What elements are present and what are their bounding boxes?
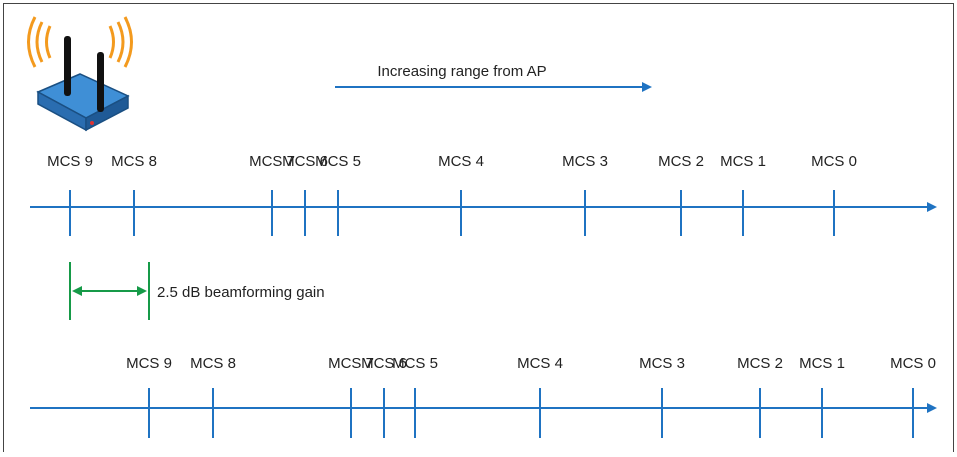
mcs-label: MCS 5: [392, 355, 438, 372]
mcs-label: MCS 6: [282, 153, 328, 170]
mcs-label: MCS 3: [562, 153, 608, 170]
mcs-label: MCS 1: [720, 153, 766, 170]
mcs-label: MCS 6: [361, 355, 407, 372]
range-label: Increasing range from AP: [377, 63, 546, 80]
mcs-label: MCS 3: [639, 355, 685, 372]
gain-label: 2.5 dB beamforming gain: [157, 284, 325, 301]
mcs-label: MCS 2: [658, 153, 704, 170]
mcs-label: MCS 0: [890, 355, 936, 372]
mcs-label: MCS 0: [811, 153, 857, 170]
mcs-label: MCS 7: [328, 355, 374, 372]
mcs-label: MCS 8: [190, 355, 236, 372]
router-icon: [27, 16, 133, 132]
mcs-label: MCS 5: [315, 153, 361, 170]
mcs-label: MCS 7: [249, 153, 295, 170]
mcs-label: MCS 9: [47, 153, 93, 170]
mcs-label: MCS 9: [126, 355, 172, 372]
frame: [3, 3, 954, 457]
mcs-label: MCS 2: [737, 355, 783, 372]
mcs-label: MCS 1: [799, 355, 845, 372]
mcs-label: MCS 8: [111, 153, 157, 170]
mcs-label: MCS 4: [517, 355, 563, 372]
mcs-label: MCS 4: [438, 153, 484, 170]
